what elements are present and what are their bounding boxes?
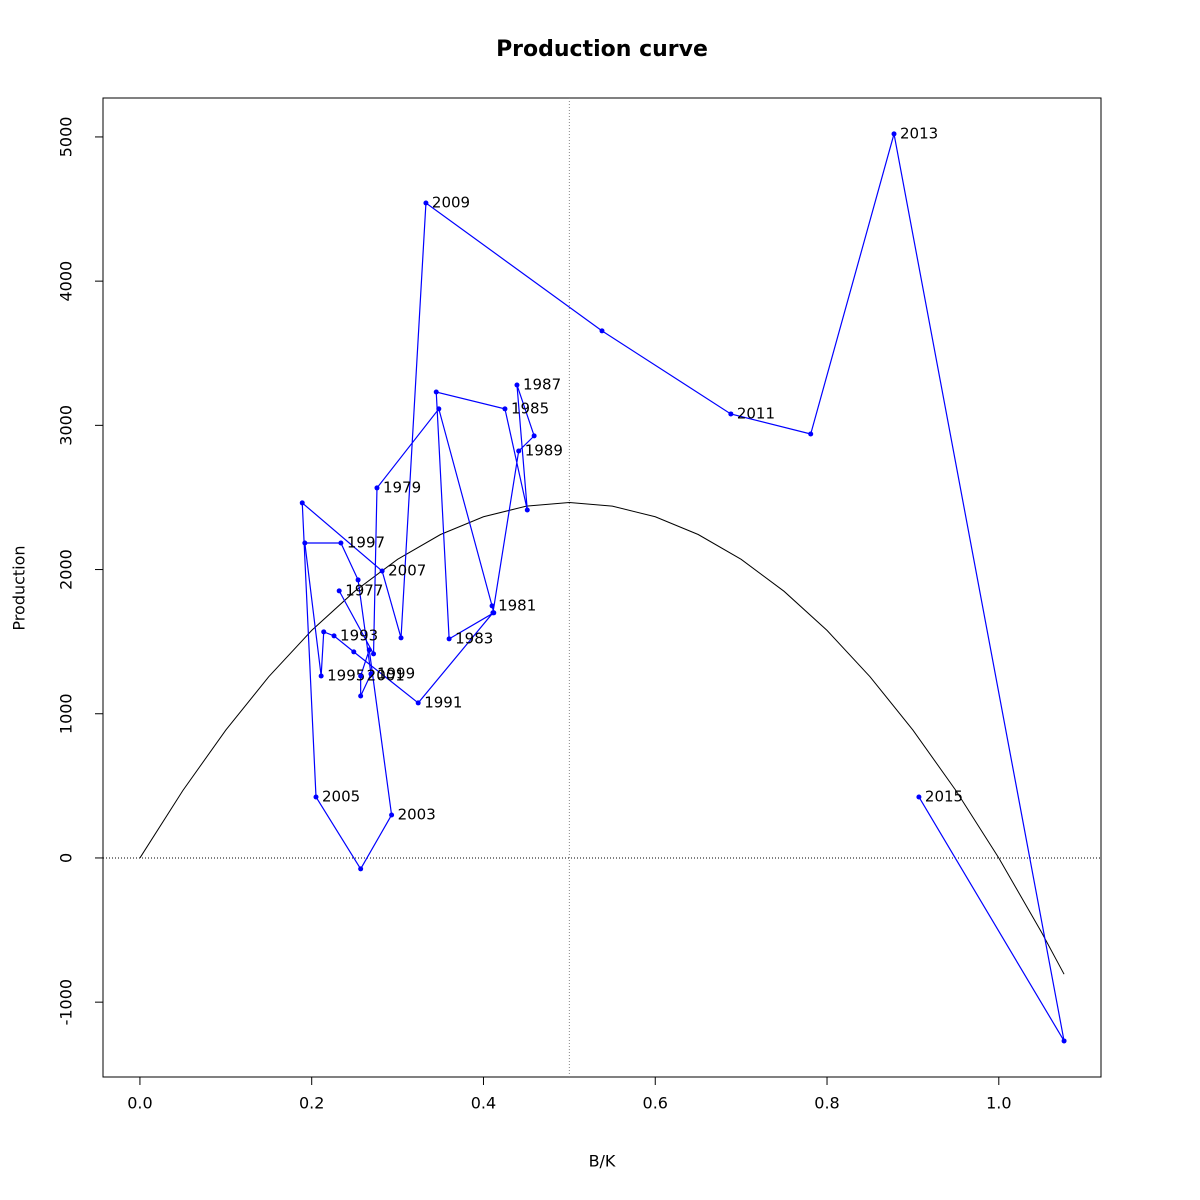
trajectory-line <box>301 133 1065 1042</box>
data-point <box>338 540 344 546</box>
y-tick-label: 3000 <box>57 405 76 446</box>
x-tick-label: 0.0 <box>127 1094 152 1113</box>
data-point <box>808 431 814 437</box>
point-label: 2003 <box>398 805 436 823</box>
data-point <box>489 603 495 609</box>
chart-title: Production curve <box>496 37 708 62</box>
data-point <box>728 411 734 417</box>
data-point <box>358 673 364 679</box>
point-label: 2011 <box>737 404 775 422</box>
data-point <box>318 673 324 679</box>
y-tick-label: 4000 <box>57 261 76 302</box>
data-point <box>366 647 372 653</box>
point-label: 1985 <box>511 399 549 417</box>
x-tick-label: 0.8 <box>814 1094 839 1113</box>
data-point <box>321 629 327 635</box>
point-label: 1977 <box>345 581 383 599</box>
point-label: 1987 <box>523 375 561 393</box>
data-point <box>531 433 537 439</box>
point-label: 1995 <box>327 666 365 684</box>
data-point <box>368 671 374 677</box>
point-label: 2009 <box>432 193 470 211</box>
data-point <box>446 636 452 642</box>
point-label: 2005 <box>322 787 360 805</box>
data-point <box>379 568 385 574</box>
point-label: 1991 <box>424 693 462 711</box>
y-tick-label: 5000 <box>57 117 76 158</box>
point-label: 2001 <box>367 666 405 684</box>
y-tick-label: 1000 <box>57 693 76 734</box>
point-label: 1999 <box>377 664 415 682</box>
x-tick-label: 0.4 <box>471 1094 496 1113</box>
data-point <box>358 866 364 872</box>
data-point <box>355 577 361 583</box>
data-point <box>1061 1038 1067 1044</box>
data-point <box>299 500 305 506</box>
data-point <box>490 610 496 616</box>
point-label: 1983 <box>455 629 493 647</box>
data-point <box>336 588 342 594</box>
data-point <box>351 649 357 655</box>
plot-frame <box>102 97 1102 1078</box>
data-point <box>433 389 439 395</box>
point-label: 2007 <box>388 561 426 579</box>
data-point <box>331 633 337 639</box>
data-point <box>415 700 421 706</box>
y-tick-label: -1000 <box>57 979 76 1026</box>
point-label: 1989 <box>525 442 563 460</box>
data-point <box>524 507 530 513</box>
data-point <box>599 328 605 334</box>
point-label: 1979 <box>383 478 421 496</box>
y-tick-label: 2000 <box>57 549 76 590</box>
x-axis-label: B/K <box>589 1152 616 1171</box>
data-point <box>502 406 508 412</box>
data-point <box>302 540 308 546</box>
data-point <box>374 485 380 491</box>
data-point <box>389 812 395 818</box>
point-label: 2015 <box>925 787 963 805</box>
x-tick-label: 0.6 <box>643 1094 668 1113</box>
data-point <box>916 794 922 800</box>
production-curve <box>139 501 1065 975</box>
point-label: 2013 <box>900 124 938 142</box>
point-label: 1997 <box>347 534 385 552</box>
y-tick-label: 0 <box>57 853 76 863</box>
data-point <box>436 406 442 412</box>
data-point <box>313 794 319 800</box>
x-tick-label: 1.0 <box>986 1094 1011 1113</box>
x-tick-label: 0.2 <box>299 1094 324 1113</box>
data-point <box>516 448 522 454</box>
data-point <box>358 693 364 699</box>
data-point <box>514 382 520 388</box>
point-label: 1981 <box>498 596 536 614</box>
data-point <box>891 131 897 137</box>
data-point <box>398 635 404 641</box>
y-axis-label: Production <box>10 545 29 630</box>
data-point <box>371 651 377 657</box>
data-point <box>423 200 429 206</box>
point-label: 1993 <box>340 626 378 644</box>
